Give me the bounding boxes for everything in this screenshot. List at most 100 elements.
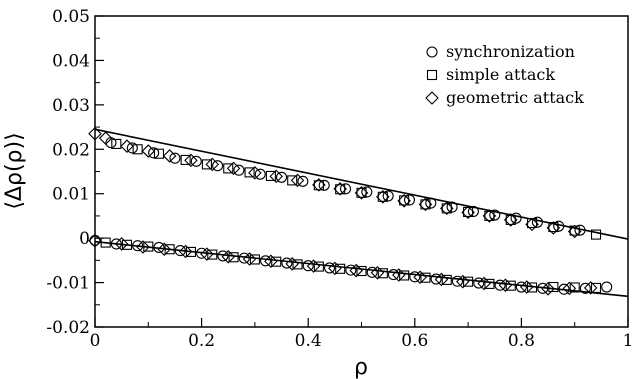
diamond-point [269,169,283,184]
legend-label: synchronization [446,42,575,61]
diamond-point [477,276,491,291]
circle-point [254,168,266,180]
square-point [265,170,276,181]
circle-point [174,245,186,257]
data-points [88,126,613,296]
square-point [143,241,154,252]
x-tick-label: 0.4 [295,331,322,351]
y-tick-label: 0 [79,229,90,249]
square-point [590,282,602,293]
diamond-point [567,224,582,239]
diamond-point [136,240,150,254]
square-point [441,274,452,285]
diamond-point [418,197,433,212]
y-tick-label: 0.04 [52,51,90,71]
square-point [100,237,111,248]
circle-point [494,279,506,291]
diamond-point [184,153,198,168]
square-point [590,229,602,240]
square-point [463,276,474,287]
circle-point [238,252,250,264]
x-tick-label: 1 [623,331,634,351]
square-point [313,261,324,272]
circle-point [473,277,485,289]
circle-point [387,269,400,281]
diamond-point [98,131,113,145]
legend-square-marker [426,69,438,81]
square-point [569,282,580,293]
circle-point [515,281,527,293]
fit-line [94,128,629,240]
x-tick-label: 0.8 [508,331,535,351]
square-point [484,278,495,289]
diamond-point [525,217,539,232]
diamond-point [290,173,305,188]
diamond-point [226,161,241,176]
diamond-point [178,244,193,259]
circle-point [601,281,613,293]
diamond-point [392,268,406,282]
y-tick-label: 0.01 [52,185,90,205]
square-point [420,199,431,210]
circle-point [489,209,501,221]
diamond-point [482,209,497,223]
square-point [292,259,303,270]
square-point [463,206,474,217]
circle-point [467,205,479,218]
fit-lines [94,128,629,298]
diamond-point [157,242,172,257]
square-point [335,263,346,274]
diamond-point [434,272,449,287]
circle-point [217,250,229,262]
circle-point [297,175,309,187]
diamond-point [162,149,177,163]
square-point [111,138,122,150]
circle-point [531,216,543,228]
square-point [164,244,175,255]
diamond-point [285,257,299,271]
diamond-point [498,278,513,293]
square-point [335,184,346,195]
square-point [207,249,218,260]
circle-point [537,282,549,294]
circle-point [558,283,570,295]
plot-frame [94,15,629,328]
legend-diamond-marker [425,91,439,105]
y-tick-label: -0.01 [46,274,90,294]
diamond-point [562,281,577,296]
x-tick-label: 0.2 [188,331,215,351]
square-point [377,268,388,279]
circle-point [425,197,437,209]
square-point [228,252,239,263]
circle-point [212,160,224,172]
square-point [441,203,452,214]
diamond-point [120,139,134,153]
diamond-point [333,182,347,196]
circle-point [169,152,181,164]
diamond-point [461,205,475,220]
x-axis-label: ρ [354,355,368,379]
diamond-point [141,144,156,158]
diamond-point [541,282,555,296]
tick-labels: 0 0.2 0.4 0.6 0.8 1 -0.02 -0.01 0 0.01 0.02 0.03 0.0… [46,7,633,351]
diamond-point [264,254,278,269]
diamond-point [221,250,236,264]
diamond-point [312,178,326,192]
square-point [244,167,255,178]
diamond-point [370,266,385,280]
diamond-point [248,166,262,180]
diamond-point [200,247,214,261]
square-point [121,239,133,250]
x-tick-label: 0 [90,331,101,351]
square-point [271,256,282,267]
square-point [505,214,516,225]
legend-label: simple attack [446,65,555,84]
diamond-point [205,157,220,172]
circle-point [403,194,416,206]
legend-label: geometric attack [446,88,584,107]
square-point [356,187,367,198]
diamond-point [546,221,561,235]
diamond-point [306,259,321,273]
square-point [223,163,234,174]
